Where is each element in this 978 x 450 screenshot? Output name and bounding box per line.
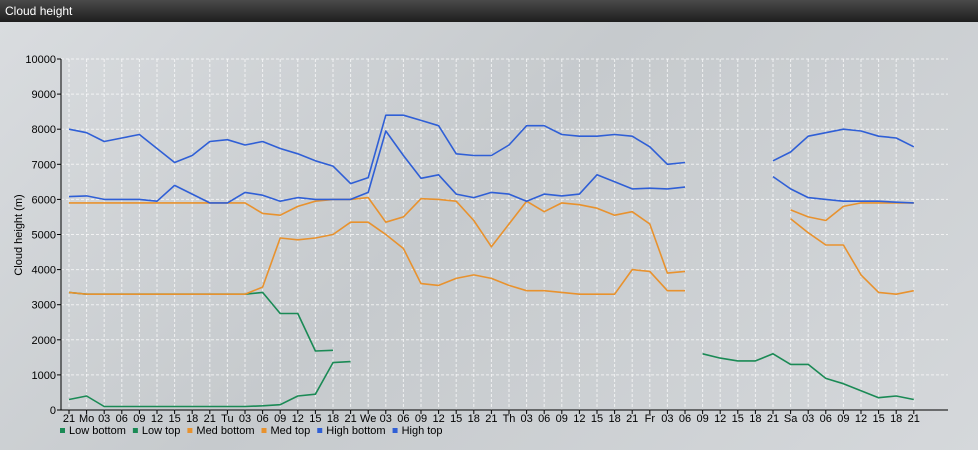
- x-tick-label: 21: [485, 413, 497, 425]
- x-tick-label: 09: [837, 413, 849, 425]
- x-tick-label: 03: [239, 413, 251, 425]
- x-tick-label: 03: [520, 413, 532, 425]
- y-tick-label: 3000: [32, 300, 56, 312]
- x-tick-label: 06: [116, 413, 128, 425]
- x-tick-label: We: [360, 413, 376, 425]
- low-top-legend-swatch: [132, 428, 138, 433]
- y-tick-label: 10000: [25, 54, 56, 66]
- x-tick-label: 18: [468, 413, 480, 425]
- y-tick-labels: 0 1000 2000 3000 4000 5000 6000 7000 8000 9000 100…: [25, 54, 61, 417]
- x-tick-label: 18: [608, 413, 620, 425]
- chart-background: [0, 22, 978, 450]
- x-tick-label: 21: [908, 413, 920, 425]
- y-tick-label: 9000: [32, 89, 56, 101]
- series-lines: [68, 114, 915, 408]
- x-tick-label: 21: [63, 413, 75, 425]
- y-tick-label: 4000: [32, 265, 56, 277]
- med-top-legend-label: Med top: [271, 425, 311, 437]
- x-tick-label: 12: [151, 413, 163, 425]
- x-tick-label: 03: [98, 413, 110, 425]
- low-top-legend-label: Low top: [142, 425, 181, 437]
- x-tick-label: 15: [309, 413, 321, 425]
- y-axis-label: Cloud height (m): [13, 194, 25, 275]
- x-tick-label: 18: [890, 413, 902, 425]
- x-tick-label: 09: [556, 413, 568, 425]
- med-bottom-legend-swatch: [187, 428, 193, 433]
- y-tick-label: 5000: [32, 230, 56, 242]
- x-tick-label: Fr: [645, 413, 656, 425]
- y-tick-label: 0: [50, 405, 56, 417]
- x-tick-label: 12: [855, 413, 867, 425]
- x-tick-label: 15: [168, 413, 180, 425]
- y-tick-label: 2000: [32, 335, 56, 347]
- x-tick-label: Sa: [784, 413, 798, 425]
- high-bottom-line: [68, 130, 914, 204]
- y-tick-label: 6000: [32, 194, 56, 206]
- window-titlebar: Cloud height: [0, 0, 978, 22]
- x-tick-label: 21: [204, 413, 216, 425]
- low-bottom-legend-label: Low bottom: [69, 425, 126, 437]
- x-tick-label: 06: [820, 413, 832, 425]
- x-tick-label: 09: [133, 413, 145, 425]
- high-top-legend-label: High top: [402, 425, 443, 437]
- x-tick-label: 09: [696, 413, 708, 425]
- x-tick-label: 09: [274, 413, 286, 425]
- x-tick-label: 06: [397, 413, 409, 425]
- x-tick-label: 15: [591, 413, 603, 425]
- x-tick-label: Tu: [221, 413, 233, 425]
- window-title: Cloud height: [5, 4, 73, 18]
- grid-lines: [61, 58, 948, 411]
- x-tick-label: 06: [256, 413, 268, 425]
- x-tick-label: 06: [679, 413, 691, 425]
- x-tick-label: 03: [380, 413, 392, 425]
- x-tick-label: 12: [573, 413, 585, 425]
- x-tick-label: 09: [415, 413, 427, 425]
- med-bottom-legend-label: Med bottom: [196, 425, 254, 437]
- high-top-legend-swatch: [392, 428, 398, 433]
- x-tick-label: Th: [503, 413, 516, 425]
- med-top-line: [68, 218, 914, 295]
- x-tick-label: 18: [327, 413, 339, 425]
- x-tick-label: 15: [450, 413, 462, 425]
- y-tick-label: 7000: [32, 159, 56, 171]
- low-bottom-line: [68, 353, 914, 408]
- x-tick-label: 21: [344, 413, 356, 425]
- x-tick-label: 18: [186, 413, 198, 425]
- x-tick-label: 06: [538, 413, 550, 425]
- x-tick-label: 21: [767, 413, 779, 425]
- x-tick-label: 12: [714, 413, 726, 425]
- axes: [60, 59, 948, 411]
- x-tick-label: 15: [732, 413, 744, 425]
- y-tick-label: 1000: [32, 370, 56, 382]
- high-bottom-legend-swatch: [317, 428, 323, 433]
- med-top-legend-swatch: [261, 428, 267, 433]
- x-tick-label: 15: [872, 413, 884, 425]
- x-tick-label: 12: [292, 413, 304, 425]
- x-tick-label: 21: [626, 413, 638, 425]
- high-top-line: [68, 114, 915, 185]
- x-tick-label: 12: [432, 413, 444, 425]
- x-tick-label: Mo: [79, 413, 94, 425]
- legend: Low bottom Low top Med bottom Med top High b…: [60, 425, 443, 437]
- x-tick-label: 03: [802, 413, 814, 425]
- y-tick-label: 8000: [32, 124, 56, 136]
- low-bottom-legend-swatch: [60, 428, 65, 433]
- x-tick-label: 18: [749, 413, 761, 425]
- x-tick-labels: 21 Mo 03 06 09 12 15 18 21 Tu 03 06 09 12 15 18 21 We 03 06…: [63, 410, 920, 425]
- med-bottom-line: [69, 196, 914, 274]
- high-bottom-legend-label: High bottom: [326, 425, 385, 437]
- low-top-line: [68, 291, 334, 352]
- x-tick-label: 03: [661, 413, 673, 425]
